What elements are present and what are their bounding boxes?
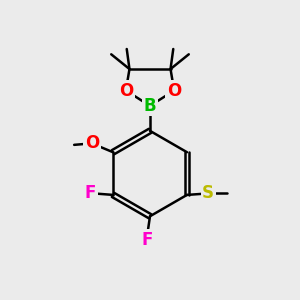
Text: B: B	[144, 97, 156, 115]
Text: O: O	[85, 134, 99, 152]
Text: S: S	[202, 184, 214, 202]
Text: F: F	[141, 231, 153, 249]
Text: O: O	[119, 82, 133, 100]
Text: O: O	[167, 82, 181, 100]
Text: F: F	[85, 184, 96, 202]
